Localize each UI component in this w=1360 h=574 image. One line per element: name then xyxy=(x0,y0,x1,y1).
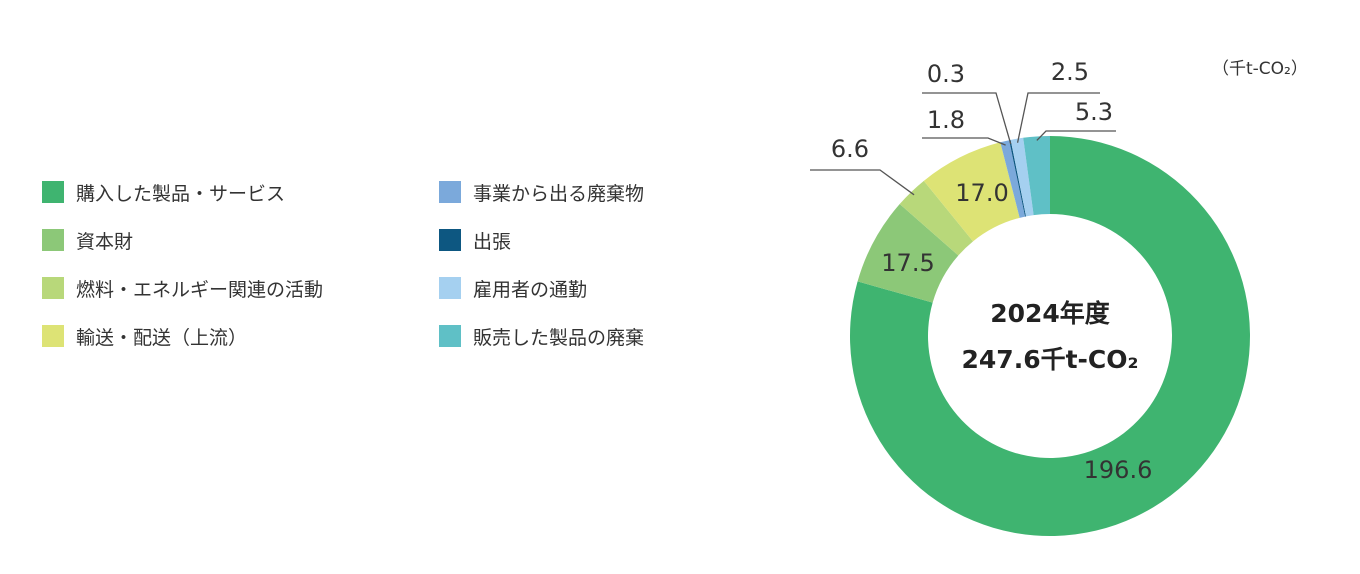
legend-item-purchased-goods: 購入した製品・サービス xyxy=(42,180,439,205)
callout-label-2: 6.6 xyxy=(831,135,869,163)
donut-slice-2 xyxy=(899,180,974,256)
legend-item-fuel-energy: 燃料・エネルギー関連の活動 xyxy=(42,276,439,301)
leader-line-2 xyxy=(810,169,915,196)
legend-item-end-of-life: 販売した製品の廃棄 xyxy=(439,324,759,349)
center-total: 247.6千t-CO₂ xyxy=(962,345,1139,374)
legend-item-capital-goods: 資本財 xyxy=(42,228,439,253)
callout-label-7: 5.3 xyxy=(1075,98,1113,126)
chart-legend: 購入した製品・サービス 事業から出る廃棄物 資本財 出張 燃料・エネルギー関連の… xyxy=(42,180,762,349)
slice-label-0: 196.6 xyxy=(1084,456,1153,484)
legend-label: 購入した製品・サービス xyxy=(76,182,286,205)
callout-label-6: 2.5 xyxy=(1051,58,1089,86)
callout-label-4: 1.8 xyxy=(927,106,965,134)
legend-swatch xyxy=(439,229,461,251)
leader-line-7 xyxy=(1036,130,1116,141)
donut-slice-0 xyxy=(849,136,1250,536)
legend-label: 事業から出る廃棄物 xyxy=(473,182,645,205)
donut-slice-3 xyxy=(923,142,1020,242)
leader-line-4 xyxy=(922,137,1006,146)
legend-swatch xyxy=(439,277,461,299)
callout-lines xyxy=(810,92,1116,196)
legend-item-upstream-transport: 輸送・配送（上流） xyxy=(42,324,439,349)
slice-label-3: 17.0 xyxy=(955,179,1008,207)
legend-swatch xyxy=(42,229,64,251)
legend-item-business-travel: 出張 xyxy=(439,228,759,253)
donut-slice-5 xyxy=(1009,139,1027,217)
donut-slice-6 xyxy=(1010,137,1034,217)
center-year: 2024年度 xyxy=(990,299,1110,328)
legend-item-commuting: 雇用者の通勤 xyxy=(439,276,759,301)
unit-label: （千t-CO₂） xyxy=(1212,59,1308,79)
slice-labels: 196.6 17.5 17.0 6.6 1.8 0.3 2.5 5.3 xyxy=(831,58,1152,484)
legend-swatch xyxy=(42,181,64,203)
leader-line-5 xyxy=(922,92,1012,145)
legend-swatch xyxy=(439,181,461,203)
legend-swatch xyxy=(439,325,461,347)
legend-swatch xyxy=(42,277,64,299)
legend-label: 販売した製品の廃棄 xyxy=(473,326,645,349)
legend-swatch xyxy=(42,325,64,347)
callout-label-5: 0.3 xyxy=(927,60,965,88)
legend-label: 燃料・エネルギー関連の活動 xyxy=(76,278,324,301)
donut-slice-7 xyxy=(1023,136,1050,216)
slice-label-1: 17.5 xyxy=(881,249,934,277)
donut-slice-1 xyxy=(857,204,959,303)
legend-label: 輸送・配送（上流） xyxy=(76,326,248,349)
donut-slice-4 xyxy=(1000,140,1026,218)
legend-label: 雇用者の通勤 xyxy=(473,278,588,301)
leader-line-6 xyxy=(1016,92,1100,143)
legend-label: 資本財 xyxy=(76,230,134,253)
legend-label: 出張 xyxy=(473,230,512,253)
legend-item-waste: 事業から出る廃棄物 xyxy=(439,180,759,205)
donut-slices xyxy=(849,136,1250,536)
